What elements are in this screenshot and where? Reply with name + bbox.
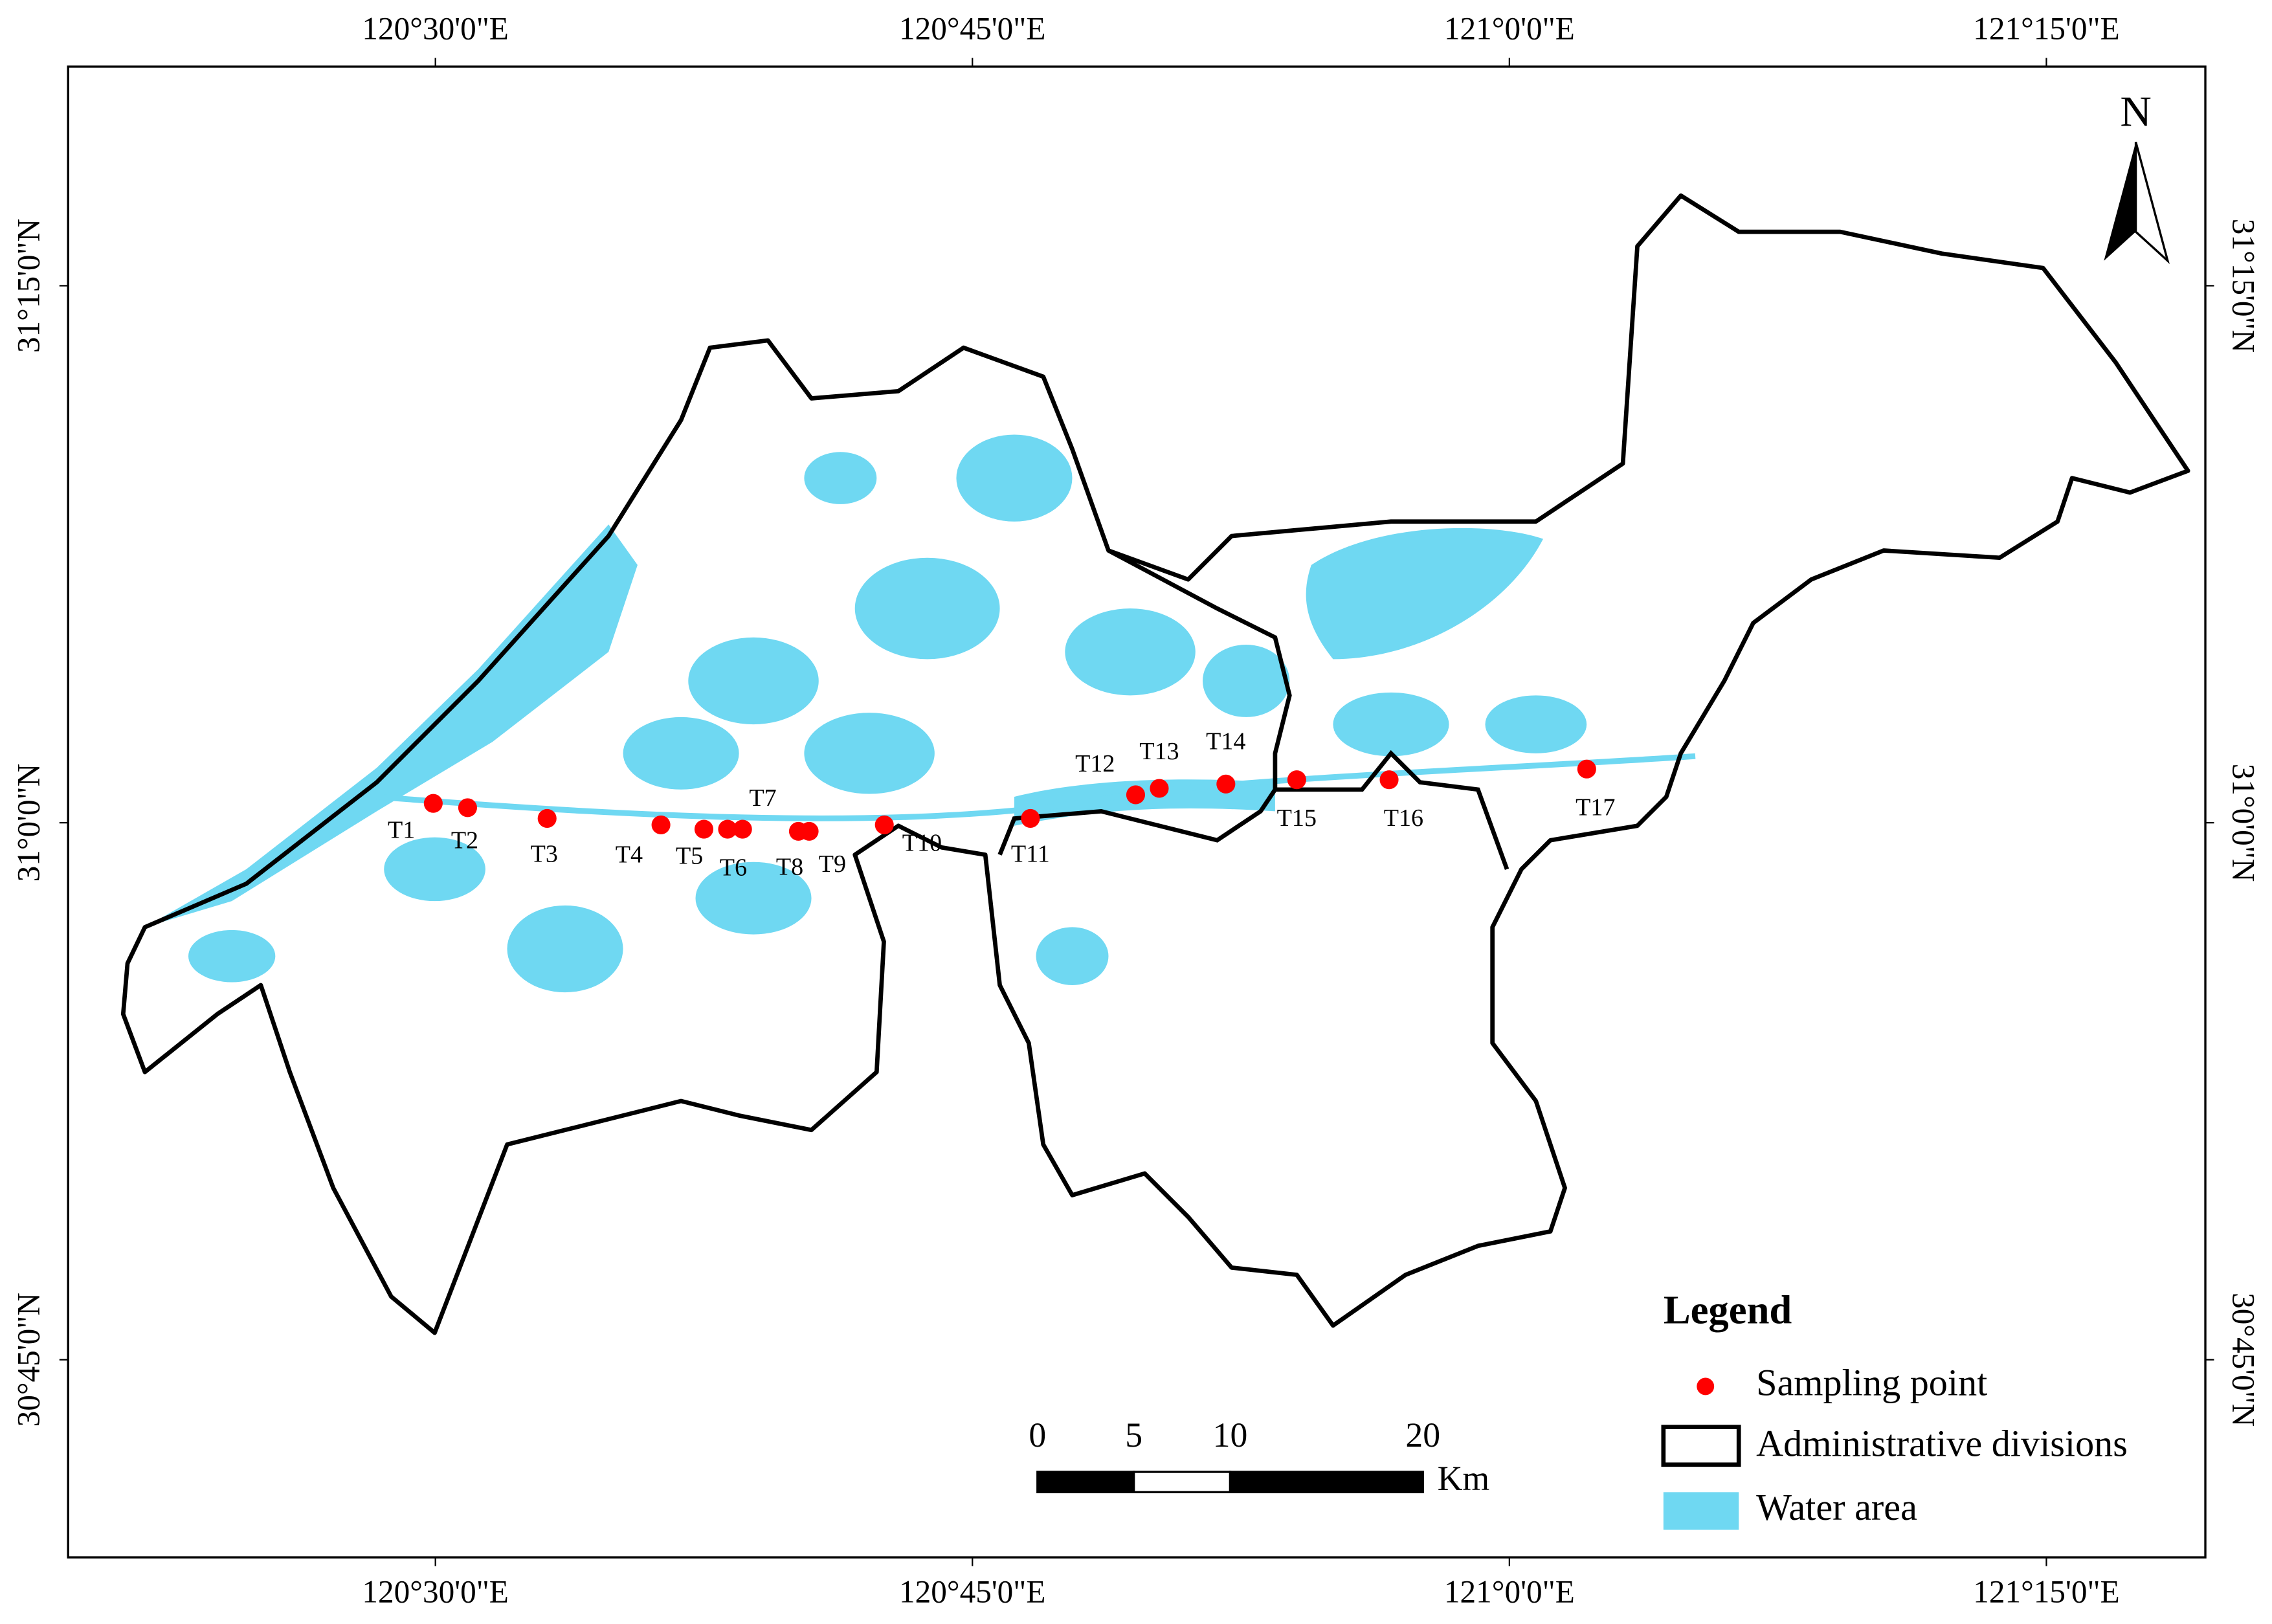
lat-tick-label: 31°0'0"N: [2225, 764, 2261, 882]
north-arrow-light: [2134, 141, 2170, 264]
point-label: T2: [451, 827, 478, 854]
point-label: T4: [616, 841, 643, 868]
point-label: T1: [388, 817, 415, 844]
sampling-point: [1287, 770, 1306, 790]
point-label: T3: [531, 840, 558, 867]
sampling-point: [874, 815, 894, 834]
legend-item: Sampling point: [1756, 1361, 1987, 1403]
scale-label: 10: [1213, 1416, 1248, 1454]
lake: [695, 862, 812, 935]
point-label: T11: [1011, 840, 1050, 867]
point-label: T13: [1139, 738, 1179, 765]
sampling-point: [423, 794, 443, 813]
lake: [188, 929, 276, 983]
north-label: N: [2120, 87, 2152, 135]
lake: [507, 905, 623, 993]
point-label: T5: [676, 843, 703, 870]
scale-label: 5: [1125, 1416, 1142, 1454]
point-label: T12: [1075, 750, 1115, 777]
north-arrow: N: [2104, 87, 2170, 264]
sampling-point: [1150, 779, 1169, 798]
sampling-point: [718, 819, 737, 839]
lake: [804, 713, 935, 794]
lat-tick-label: 31°15'0"N: [2225, 219, 2261, 353]
lon-tick-label: 121°15'0"E: [1973, 11, 2119, 47]
lake: [623, 717, 739, 790]
point-label: T7: [749, 784, 776, 812]
lat-tick-label: 31°15'0"N: [11, 219, 47, 353]
lake: [1065, 608, 1196, 696]
lake: [804, 452, 877, 504]
legend-point-swatch: [1697, 1377, 1715, 1396]
point-label: T14: [1206, 728, 1245, 755]
sampling-point: [1126, 785, 1146, 805]
lake: [1306, 528, 1544, 660]
sampling-point: [1021, 808, 1040, 829]
legend-water-swatch: [1663, 1492, 1739, 1530]
scale-unit: Km: [1438, 1459, 1490, 1498]
lon-tick-label: 121°15'0"E: [1973, 1574, 2119, 1610]
legend: Legend Sampling point Administrative div…: [1661, 1287, 2128, 1530]
sampling-point: [1379, 770, 1399, 790]
sampling-point: [537, 808, 557, 829]
legend-title: Legend: [1664, 1287, 1792, 1332]
lake: [854, 557, 1000, 660]
lake: [1036, 927, 1109, 985]
sampling-point: [1577, 759, 1596, 779]
admin-boundary: [120, 193, 2190, 1335]
lake: [144, 524, 638, 928]
scale-label: 20: [1405, 1416, 1440, 1454]
lon-tick-label: 121°0'0"E: [1444, 1574, 1575, 1610]
north-arrow-dark: [2104, 142, 2136, 261]
lat-tick-label: 30°45'0"N: [11, 1293, 47, 1427]
point-label: T10: [902, 829, 942, 856]
legend-item: Water area: [1756, 1486, 1917, 1528]
lon-tick-label: 120°45'0"E: [899, 11, 1045, 47]
point-label: T9: [819, 851, 846, 878]
scale-segment: [1229, 1471, 1424, 1494]
lake: [1202, 644, 1290, 717]
point-label: T17: [1576, 794, 1615, 821]
lon-tick-label: 120°45'0"E: [899, 1574, 1045, 1610]
legend-boundary-swatch: [1661, 1425, 1741, 1467]
lat-tick-label: 31°0'0"N: [11, 764, 47, 882]
lat-tick-label: 30°45'0"N: [2225, 1293, 2261, 1427]
scale-segment: [1132, 1471, 1232, 1494]
point-label: T8: [776, 853, 803, 880]
sampling-point: [458, 798, 477, 818]
lon-tick-label: 121°0'0"E: [1444, 11, 1575, 47]
sampling-point: [1216, 774, 1236, 794]
lon-tick-label: 120°30'0"E: [362, 1574, 508, 1610]
scale-segment: [1036, 1471, 1135, 1494]
point-label: T16: [1384, 805, 1423, 832]
sampling-point: [694, 819, 714, 839]
lake: [384, 837, 485, 902]
sampling-point: [799, 821, 819, 841]
sampling-point: [733, 819, 752, 839]
lon-tick-label: 120°30'0"E: [362, 11, 508, 47]
lake: [688, 637, 819, 725]
legend-item: Administrative divisions: [1756, 1422, 2128, 1464]
scale-label: 0: [1029, 1416, 1046, 1454]
admin-boundary: [1275, 750, 1509, 871]
point-label: T6: [720, 854, 747, 881]
water-layer: [144, 434, 1696, 993]
sampling-point: [651, 815, 671, 834]
lake: [1333, 692, 1449, 757]
canal: [376, 753, 1696, 821]
point-label: T15: [1277, 805, 1317, 832]
lake: [956, 434, 1073, 522]
lake: [1485, 695, 1587, 753]
map-frame: [67, 65, 2207, 1559]
admin-boundary: [997, 548, 1292, 856]
